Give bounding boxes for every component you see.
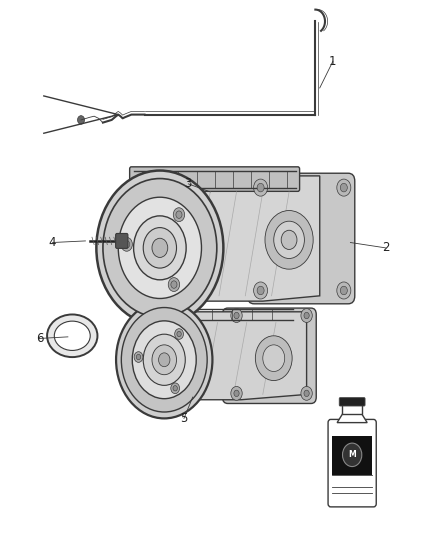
FancyBboxPatch shape (339, 398, 365, 406)
Circle shape (340, 183, 347, 192)
Circle shape (121, 308, 207, 412)
Circle shape (257, 286, 264, 295)
Circle shape (134, 352, 143, 362)
Circle shape (116, 301, 212, 418)
Circle shape (176, 211, 182, 219)
Circle shape (337, 282, 351, 299)
Circle shape (337, 179, 351, 196)
Circle shape (143, 228, 177, 268)
Circle shape (121, 237, 132, 251)
Circle shape (254, 179, 268, 196)
FancyBboxPatch shape (116, 233, 128, 248)
Polygon shape (118, 176, 320, 301)
Circle shape (254, 282, 268, 299)
Circle shape (257, 183, 264, 192)
FancyBboxPatch shape (223, 308, 316, 403)
Circle shape (168, 278, 180, 292)
Circle shape (132, 321, 196, 399)
Circle shape (304, 390, 309, 397)
Circle shape (78, 116, 85, 124)
Circle shape (143, 334, 185, 385)
Circle shape (124, 240, 130, 248)
Circle shape (281, 230, 297, 249)
Text: 2: 2 (381, 241, 389, 254)
Circle shape (118, 197, 201, 298)
Bar (332, 436, 372, 474)
Circle shape (255, 336, 292, 381)
FancyBboxPatch shape (247, 173, 355, 304)
Circle shape (173, 208, 185, 222)
Circle shape (231, 386, 242, 400)
Text: 5: 5 (180, 412, 187, 425)
Circle shape (152, 238, 168, 257)
Circle shape (171, 383, 180, 393)
Text: 1: 1 (329, 55, 337, 68)
FancyBboxPatch shape (130, 167, 300, 191)
Circle shape (340, 286, 347, 295)
Circle shape (173, 385, 177, 391)
Circle shape (304, 312, 309, 319)
Text: 4: 4 (49, 236, 57, 249)
Circle shape (103, 179, 217, 317)
Circle shape (159, 353, 170, 367)
Circle shape (177, 332, 181, 337)
Ellipse shape (54, 321, 90, 351)
Text: 3: 3 (185, 177, 192, 190)
Text: 6: 6 (35, 332, 43, 345)
Circle shape (175, 329, 184, 340)
Circle shape (96, 171, 223, 325)
Ellipse shape (47, 314, 97, 357)
Circle shape (265, 211, 313, 269)
Circle shape (234, 312, 239, 319)
Circle shape (231, 309, 242, 322)
Polygon shape (136, 312, 307, 400)
Circle shape (343, 443, 362, 466)
Text: M: M (348, 450, 356, 459)
FancyBboxPatch shape (328, 419, 376, 507)
Circle shape (152, 345, 177, 375)
Circle shape (234, 390, 239, 397)
Circle shape (301, 309, 312, 322)
Circle shape (134, 216, 186, 280)
Circle shape (263, 345, 285, 372)
Circle shape (136, 354, 141, 360)
Circle shape (301, 386, 312, 400)
Circle shape (274, 221, 304, 259)
FancyBboxPatch shape (342, 403, 362, 414)
Circle shape (171, 281, 177, 288)
Polygon shape (337, 412, 367, 423)
